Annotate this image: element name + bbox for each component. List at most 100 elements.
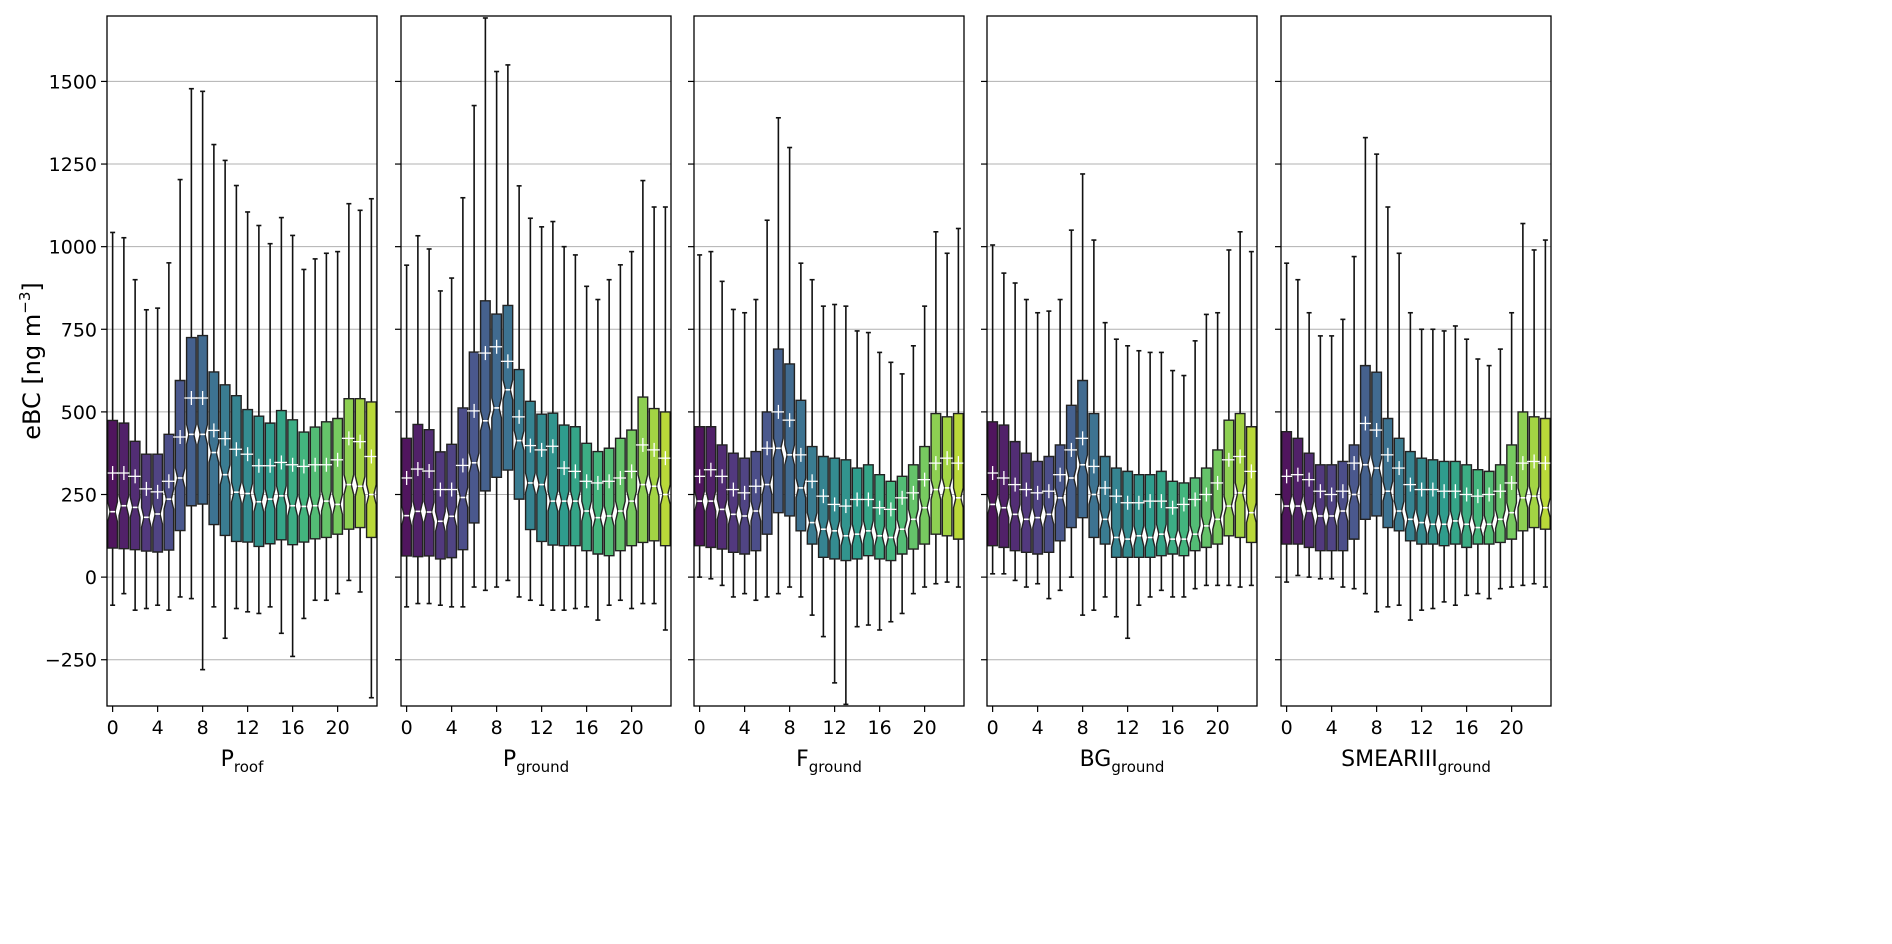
notched-box [1528, 416, 1540, 529]
notched-box [998, 424, 1010, 549]
box-hour-8 [195, 90, 210, 671]
box-hour-3 [726, 308, 741, 598]
box-hour-23 [951, 227, 966, 588]
box-hour-1 [116, 236, 131, 595]
box-hour-6 [1053, 298, 1068, 592]
box-hour-2 [128, 278, 143, 611]
box-hour-5 [1041, 310, 1056, 600]
box-hour-23 [364, 197, 379, 699]
x-tick-label: 8 [1077, 717, 1089, 739]
y-tick-label: 250 [61, 485, 97, 507]
notched-box [1167, 480, 1179, 555]
box-hour-17 [296, 268, 311, 620]
x-axis-label-subscript: ground [1111, 758, 1164, 776]
box-hour-13 [251, 224, 266, 615]
notched-box [817, 455, 829, 558]
notched-box [242, 408, 254, 543]
y-tick-label: 1000 [49, 237, 97, 259]
notched-box [739, 457, 751, 555]
notched-box [705, 426, 717, 549]
box-hour-18 [895, 373, 910, 615]
notched-box [987, 421, 999, 547]
notched-box [1099, 455, 1111, 545]
box-hour-12 [1120, 344, 1135, 640]
notched-box [941, 416, 953, 537]
box-hour-15 [1154, 351, 1169, 592]
box-hour-14 [850, 330, 865, 628]
box-hour-13 [838, 305, 853, 706]
x-tick-label: 4 [1326, 717, 1338, 739]
notched-box [1539, 417, 1551, 530]
box-hour-3 [1313, 335, 1328, 580]
box-hour-19 [1493, 348, 1508, 590]
box-hour-19 [613, 264, 628, 602]
notched-box [354, 397, 366, 529]
box-hour-11 [1109, 338, 1124, 618]
box-hour-20 [624, 250, 639, 610]
box-hour-23 [1244, 250, 1259, 587]
notched-box [412, 423, 424, 558]
box-hour-13 [1131, 349, 1146, 607]
y-tick-label: 0 [85, 567, 97, 589]
box-hour-2 [1008, 282, 1023, 582]
panel-5: 0 4 8 12 16 20 SMEARIIIground [1275, 15, 1553, 776]
notched-box [694, 426, 706, 547]
x-axis-label: SMEARIIIground [1341, 747, 1491, 776]
box-hour-20 [1504, 311, 1519, 588]
notched-box [558, 424, 570, 547]
x-tick-label: 0 [1281, 717, 1293, 739]
box-hour-8 [1075, 173, 1090, 616]
box-hour-6 [760, 219, 775, 598]
notched-box [862, 464, 874, 557]
notched-box [298, 431, 310, 543]
notched-box [1416, 457, 1428, 545]
notched-box [772, 348, 784, 514]
notched-box [332, 417, 344, 535]
x-axis-label: Fground [796, 747, 862, 776]
notched-box [457, 407, 469, 551]
y-tick-label: 1250 [49, 154, 97, 176]
box-hour-23 [1538, 239, 1553, 588]
box-hour-7 [478, 17, 493, 592]
notched-box [648, 407, 660, 542]
box-hour-18 [308, 258, 323, 602]
notched-box [197, 334, 209, 505]
y-tick-label: 750 [61, 319, 97, 341]
box-hour-21 [341, 202, 356, 582]
x-axis-label: Proof [221, 747, 264, 776]
notched-box [1110, 467, 1122, 558]
box-hour-10 [805, 278, 820, 616]
x-tick-label: 12 [1116, 717, 1140, 739]
notched-box [479, 300, 491, 492]
x-tick-label: 12 [530, 717, 554, 739]
x-tick-label: 4 [739, 717, 751, 739]
box-hour-17 [1470, 358, 1485, 595]
y-tick-label: 500 [61, 402, 97, 424]
notched-box [750, 450, 762, 552]
notched-box [309, 426, 321, 540]
box-hour-1 [703, 250, 718, 580]
box-hour-3 [433, 290, 448, 607]
notched-box [806, 445, 818, 545]
box-hour-6 [1347, 255, 1362, 590]
box-hour-16 [285, 234, 300, 658]
notched-box [107, 419, 119, 549]
box-hour-16 [1165, 369, 1180, 598]
notched-box [275, 409, 287, 541]
notched-box [1472, 469, 1484, 545]
box-hour-16 [579, 285, 594, 608]
notched-box [626, 429, 638, 547]
notched-box [1234, 412, 1246, 539]
notched-box [174, 379, 186, 532]
notched-box [1245, 426, 1257, 544]
notched-box [423, 429, 435, 557]
box-hour-15 [274, 216, 289, 635]
x-tick-label: 20 [1500, 717, 1524, 739]
notched-box [1483, 470, 1495, 545]
notched-box [491, 313, 503, 479]
box-hour-22 [353, 209, 368, 593]
box-hour-0 [105, 231, 120, 607]
notched-box [592, 450, 604, 555]
x-tick-label: 4 [152, 717, 164, 739]
notched-box [637, 396, 649, 544]
